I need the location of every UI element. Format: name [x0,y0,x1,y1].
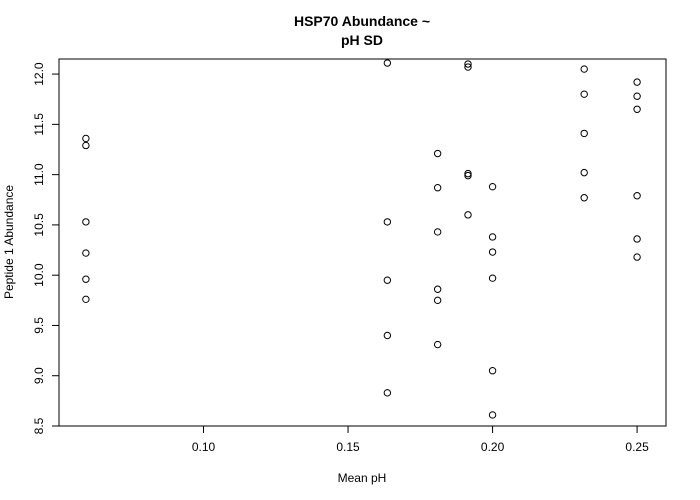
data-point [488,274,497,282]
y-tick-label: 11.5 [32,113,46,136]
x-tick-label: 0.15 [336,440,360,454]
data-point [464,169,472,178]
y-tick-label: 10.0 [32,263,46,287]
x-axis-label: Mean pH [338,471,387,485]
x-tick-label: 0.25 [625,440,649,454]
data-point [580,65,588,73]
data-point [433,184,442,192]
data-point [488,248,497,256]
data-point [82,134,90,143]
data-point [488,182,497,191]
data-point [633,92,641,100]
data-point [488,233,497,241]
data-point [464,60,472,68]
data-point [383,59,392,67]
data-point [488,411,497,419]
x-axis: 0.10 0.15 0.20 0.25 [192,426,649,454]
data-point [580,129,588,138]
data-point [464,211,472,219]
chart-title-line-1: HSP70 Abundance ~ [294,13,430,29]
y-tick-label: 9.5 [32,317,46,334]
data-point [633,253,641,261]
data-point [633,105,641,113]
data-point [82,249,90,257]
data-point [82,141,90,150]
data-point [633,235,641,243]
y-tick-label: 11.0 [32,163,46,186]
data-point [580,168,588,177]
data-point [383,218,392,226]
data-point [633,78,641,86]
data-point [433,340,442,349]
data-point [433,149,442,158]
y-axis-label: Peptide 1 Abundance [2,185,16,299]
data-point [383,331,392,340]
data-point [464,63,472,71]
x-tick-label: 0.20 [481,440,505,454]
data-point [433,228,442,236]
data-point [383,389,392,397]
data-points [82,59,641,419]
y-tick-label: 12.0 [32,62,46,86]
plot-frame [58,58,667,427]
y-tick-label: 9.0 [32,367,46,384]
data-point [464,171,472,180]
data-point [82,295,90,304]
data-point [82,275,90,283]
x-tick-label: 0.10 [192,440,216,454]
y-tick-label: 8.5 [32,417,46,434]
data-point [580,194,588,202]
y-axis: 8.5 9.0 9.5 10.0 10.5 11.0 11.5 12.0 [32,62,59,434]
data-point [633,192,641,200]
data-point [82,218,90,226]
data-point [383,276,392,284]
data-point [433,285,442,293]
chart-title-line-2: pH SD [341,32,383,48]
y-tick-label: 10.5 [32,213,46,237]
data-point [488,366,497,375]
data-point [580,90,588,98]
data-point [433,296,442,305]
